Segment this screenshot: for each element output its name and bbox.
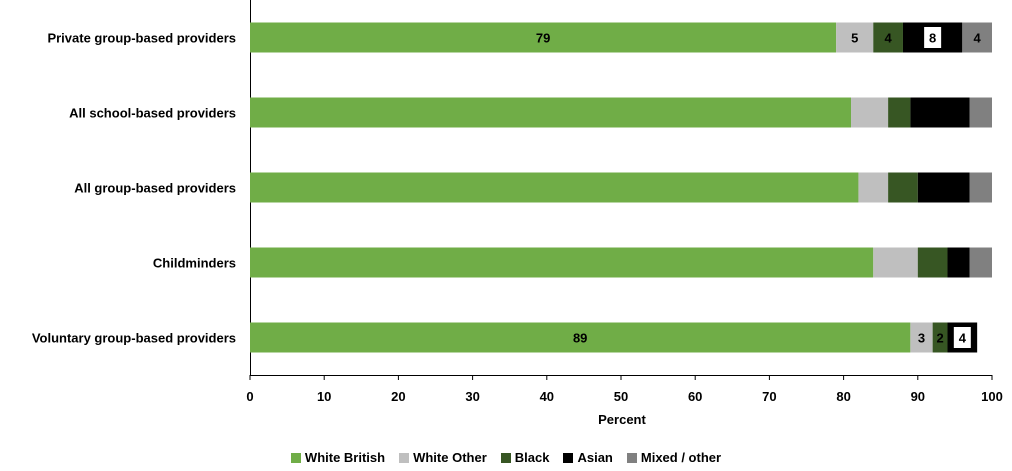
- x-tick-label: 90: [911, 389, 925, 404]
- x-tick-label: 100: [981, 389, 1003, 404]
- category-label: All school-based providers: [69, 106, 236, 121]
- x-tick-label: 40: [540, 389, 554, 404]
- bar-segment: [947, 247, 970, 278]
- legend-label: White British: [304, 450, 386, 465]
- data-label: 5: [851, 31, 858, 46]
- bar-segment: [858, 172, 889, 203]
- x-tick-label: 80: [836, 389, 850, 404]
- bar-segment: [969, 247, 992, 278]
- x-tick-label: 30: [465, 389, 479, 404]
- bar-segment: [888, 97, 911, 128]
- data-label: 89: [573, 331, 587, 346]
- data-label: 4: [974, 31, 982, 46]
- x-tick-label: 20: [391, 389, 405, 404]
- legend-swatch: [563, 452, 574, 463]
- data-label-box: [923, 26, 943, 49]
- category-label: Private group-based providers: [47, 31, 236, 46]
- x-axis-title: Percent: [598, 412, 646, 427]
- bar-segment: [888, 172, 918, 203]
- chart-legend: White British White Other Black Asian Mixed …: [0, 450, 1012, 465]
- bar-segment: [851, 97, 889, 128]
- category-label: All group-based providers: [74, 181, 236, 196]
- data-label: 3: [918, 331, 925, 346]
- category-label: Childminders: [153, 256, 236, 271]
- data-label: 8: [929, 31, 936, 46]
- legend-swatch: [290, 452, 301, 463]
- legend-item: Black: [500, 450, 550, 465]
- bar-segment: [873, 247, 918, 278]
- bar-segment: [250, 322, 911, 353]
- legend-label: Mixed / other: [640, 450, 722, 465]
- legend-item: White British: [290, 450, 386, 465]
- bar-segment: [910, 97, 970, 128]
- legend-swatch: [399, 452, 410, 463]
- data-label-box: [952, 326, 972, 349]
- legend-item: Asian: [563, 450, 613, 465]
- x-tick-label: 70: [762, 389, 776, 404]
- bar-segment: [969, 97, 992, 128]
- bar-segment: [917, 247, 948, 278]
- bar-segment: [250, 247, 874, 278]
- bar-segment: [250, 97, 852, 128]
- bar-segment: [969, 172, 992, 203]
- bar-segment: [873, 22, 903, 53]
- legend-label: Black: [514, 450, 550, 465]
- data-label: 2: [936, 331, 943, 346]
- x-tick-label: 50: [614, 389, 628, 404]
- x-tick-label: 60: [688, 389, 702, 404]
- legend-label: Asian: [577, 450, 613, 465]
- bar-segment: [836, 22, 874, 53]
- legend-swatch: [626, 452, 637, 463]
- data-label: 4: [959, 331, 967, 346]
- legend-label: White Other: [413, 450, 487, 465]
- bar-segment: [917, 172, 970, 203]
- legend-item: Mixed / other: [626, 450, 722, 465]
- data-label: 79: [536, 31, 550, 46]
- x-tick-label: 10: [317, 389, 331, 404]
- x-tick-label: 0: [246, 389, 253, 404]
- category-label: Voluntary group-based providers: [32, 331, 236, 346]
- legend-item: White Other: [399, 450, 487, 465]
- data-label: 4: [885, 31, 893, 46]
- legend-swatch: [500, 452, 511, 463]
- bar-segment: [962, 22, 992, 53]
- bar-segment: [250, 22, 837, 53]
- bar-segment: [910, 322, 933, 353]
- bar-segment: [932, 322, 948, 353]
- bar-segment: [250, 172, 859, 203]
